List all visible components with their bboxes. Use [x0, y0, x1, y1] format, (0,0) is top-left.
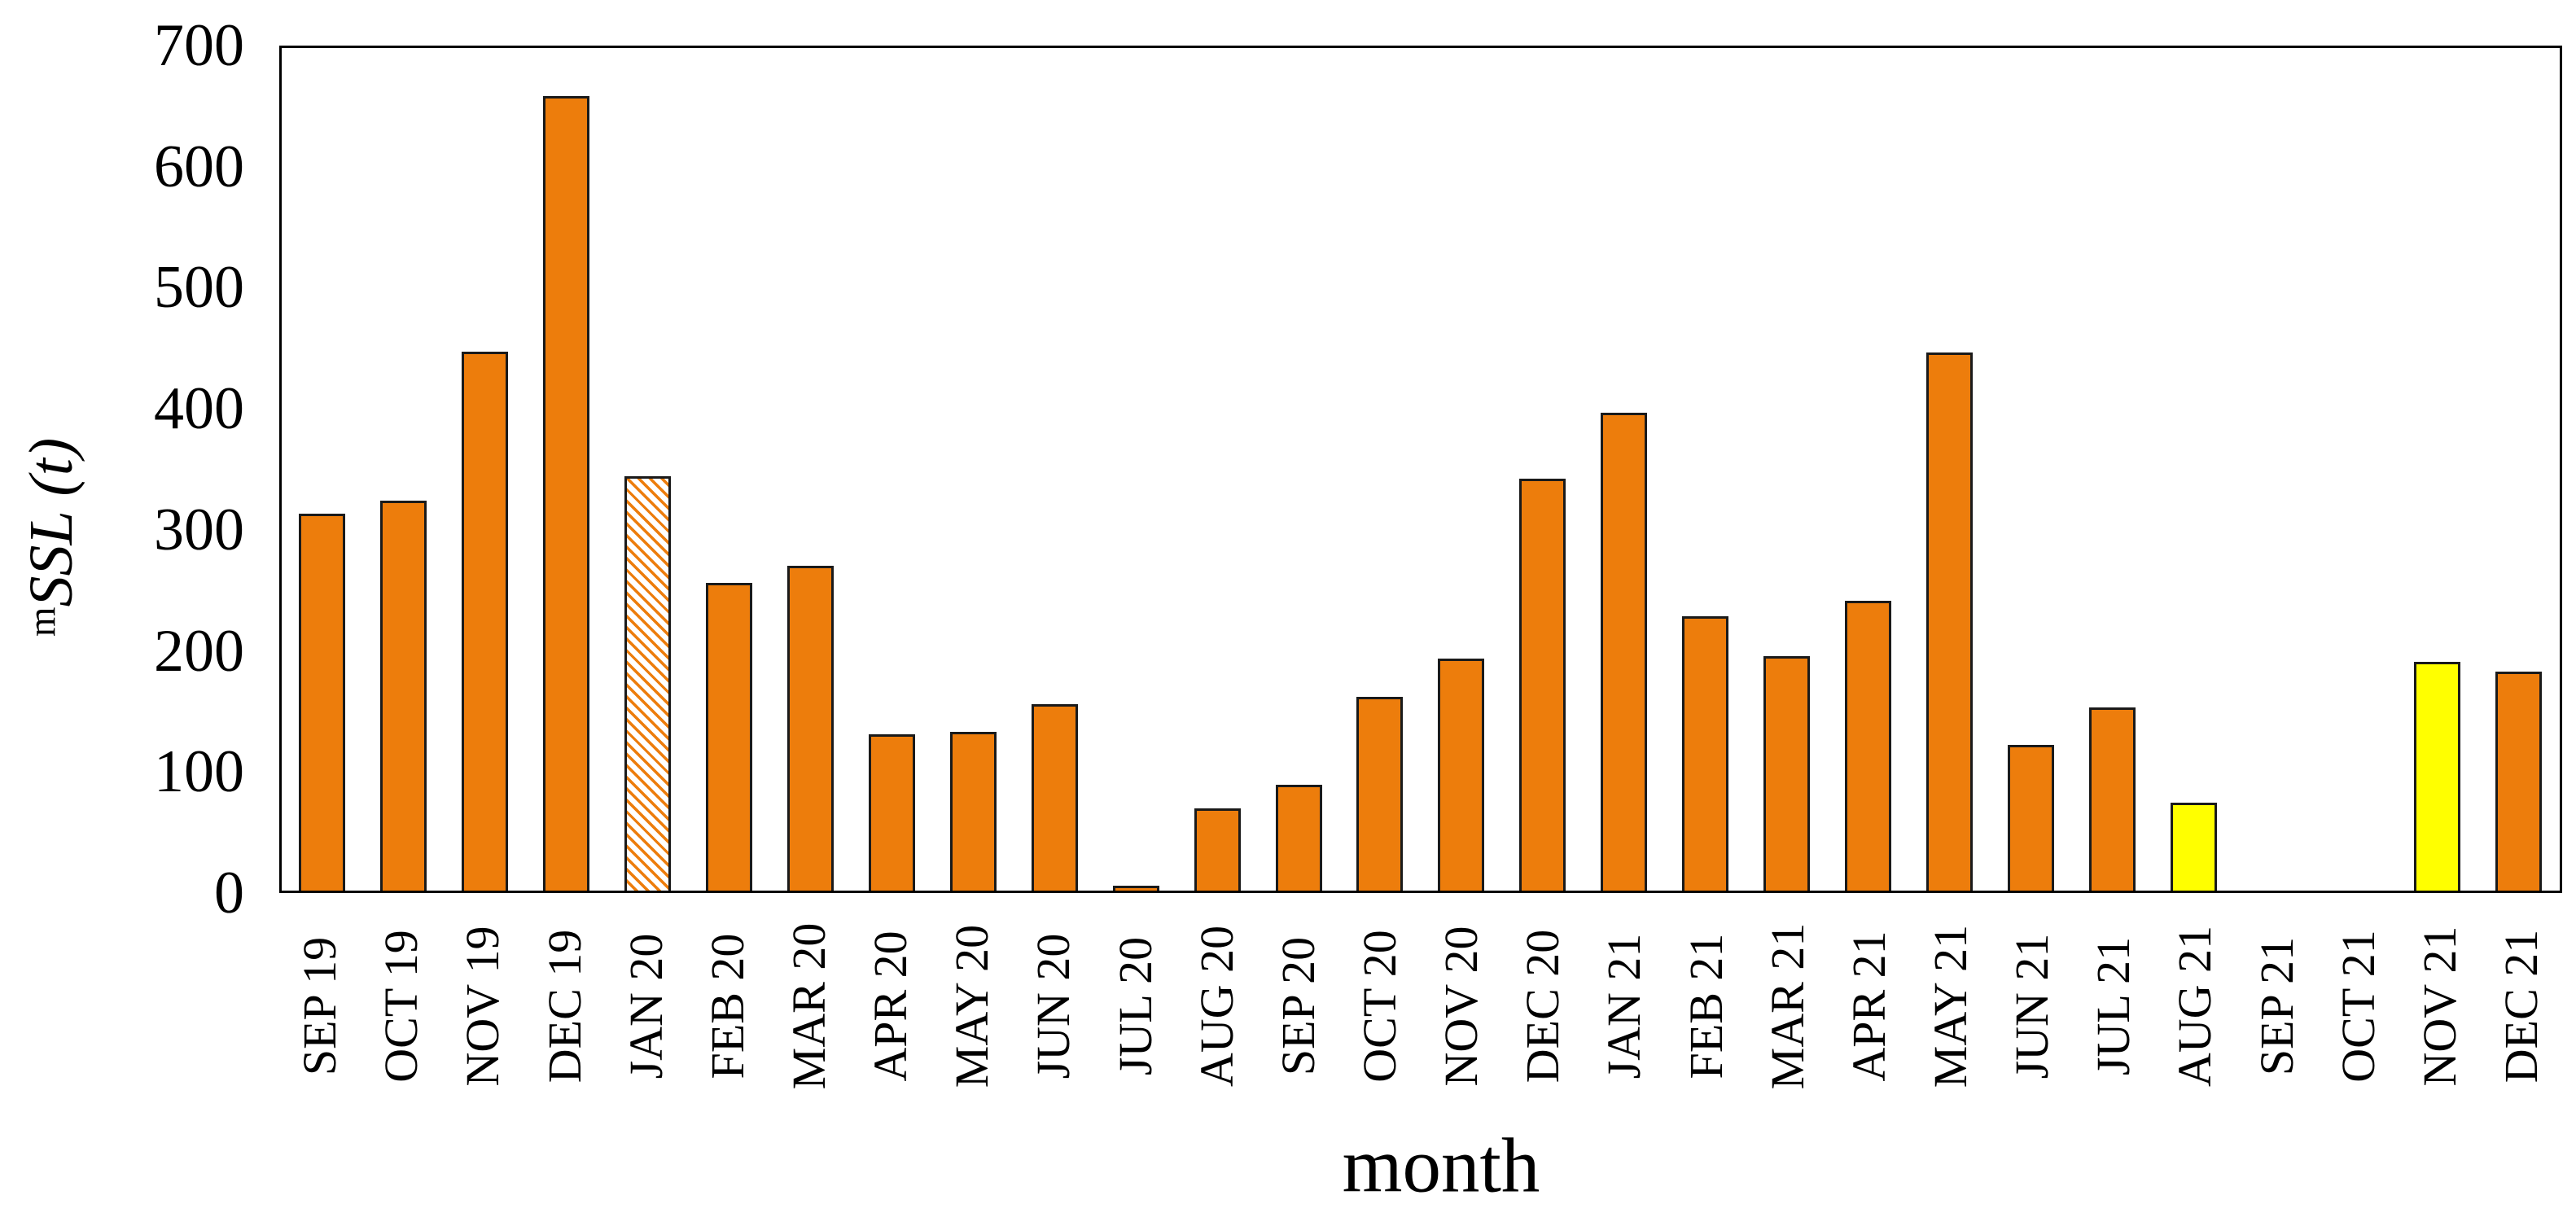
x-tick-label: OCT 20: [1352, 930, 1406, 1083]
bar-slot: [1095, 48, 1176, 891]
bar-slot: [1908, 48, 1990, 891]
x-tick-label: MAY 20: [945, 924, 999, 1088]
x-tick-label: NOV 21: [2412, 926, 2466, 1087]
x-tick-label: OCT 21: [2331, 930, 2385, 1083]
bar: [2414, 662, 2461, 891]
bar-slot: [1828, 48, 1909, 891]
bar-slot: [445, 48, 526, 891]
bar: [1356, 696, 1404, 891]
x-axis-title: month: [1342, 1122, 1540, 1209]
y-tick-label: 200: [154, 617, 244, 685]
bar: [1275, 784, 1322, 891]
x-tick-label: OCT 19: [375, 930, 428, 1083]
bar-slot: [932, 48, 1014, 891]
y-tick-label: 100: [154, 738, 244, 806]
bar: [1519, 479, 1566, 891]
bar: [1601, 413, 1648, 891]
bar-slot: [607, 48, 689, 891]
bar: [706, 582, 753, 891]
x-tick-label: AUG 20: [1189, 925, 1243, 1088]
bar: [2495, 671, 2543, 891]
bar-slot: [1258, 48, 1339, 891]
x-tick-label: DEC 21: [2494, 929, 2548, 1084]
bar-slot: [1421, 48, 1502, 891]
bar-slot: [851, 48, 932, 891]
bar: [787, 565, 834, 891]
bar: [1031, 703, 1078, 891]
bar: [462, 351, 509, 891]
bar-slot: [363, 48, 445, 891]
bar-slot: [2397, 48, 2478, 891]
bar: [2088, 707, 2136, 891]
bars-container: [282, 48, 2560, 891]
bar: [949, 731, 997, 891]
x-tick-label: MAY 21: [1923, 924, 1977, 1088]
bar-slot: [1176, 48, 1258, 891]
x-tick-label: NOV 19: [456, 926, 510, 1087]
x-tick-label: SEP 20: [1271, 936, 1325, 1076]
x-tick-label: NOV 20: [1435, 926, 1488, 1087]
y-tick-label: 500: [154, 254, 244, 322]
bar: [1845, 600, 1891, 891]
x-tick-label: JUN 20: [1027, 933, 1080, 1079]
bar-slot: [1990, 48, 2071, 891]
x-tick-label: JUL 21: [2087, 936, 2140, 1076]
bar-slot: [2071, 48, 2153, 891]
bar: [624, 476, 672, 891]
bar: [1925, 352, 1973, 891]
bar: [1194, 808, 1241, 891]
x-tick-label: AUG 21: [2168, 925, 2222, 1088]
bar-slot: [1502, 48, 1584, 891]
bar: [299, 514, 346, 891]
bar-slot: [526, 48, 607, 891]
x-tick-label: MAR 21: [1760, 922, 1814, 1090]
bar-slot: [770, 48, 852, 891]
bar-slot: [1584, 48, 1665, 891]
bar: [380, 500, 427, 891]
bar: [1112, 886, 1159, 891]
x-tick-label: FEB 20: [700, 933, 754, 1079]
bar: [543, 96, 590, 891]
x-tick-label: JAN 20: [619, 933, 672, 1079]
x-tick-label: DEC 19: [537, 929, 591, 1084]
y-tick-label: 600: [154, 133, 244, 200]
y-tick-label: 700: [154, 12, 244, 79]
y-tick-label: 300: [154, 496, 244, 563]
x-tick-label: JAN 21: [1597, 933, 1651, 1079]
bar-slot: [1746, 48, 1828, 891]
x-tick-label: MAR 20: [782, 922, 835, 1090]
x-tick-label: SEP 19: [293, 936, 347, 1076]
bar: [868, 733, 915, 891]
y-tick-label: 400: [154, 375, 244, 443]
bar-slot: [2153, 48, 2234, 891]
bar: [2170, 803, 2217, 891]
y-axis: 0 100 200 300 400 500 600 700: [0, 15, 244, 923]
bar-slot: [1665, 48, 1746, 891]
x-tick-label: SEP 21: [2250, 936, 2303, 1076]
bar: [2007, 745, 2054, 891]
y-tick-label: 0: [214, 860, 244, 926]
x-tick-label: FEB 21: [1679, 933, 1733, 1079]
bar-slot: [2478, 48, 2560, 891]
bar: [1438, 658, 1485, 891]
x-tick-label: DEC 20: [1516, 929, 1570, 1084]
bar-slot: [1014, 48, 1095, 891]
bar-slot: [282, 48, 363, 891]
bar-slot: [1339, 48, 1421, 891]
x-tick-label: JUN 21: [2005, 933, 2059, 1079]
bar-slot: [689, 48, 770, 891]
x-tick-label: JUL 20: [1108, 936, 1162, 1076]
x-tick-label: APR 20: [864, 930, 918, 1082]
x-tick-label: APR 21: [1842, 930, 1895, 1082]
plot-area: [279, 46, 2562, 893]
bar: [1763, 655, 1811, 891]
bar: [1682, 615, 1729, 891]
